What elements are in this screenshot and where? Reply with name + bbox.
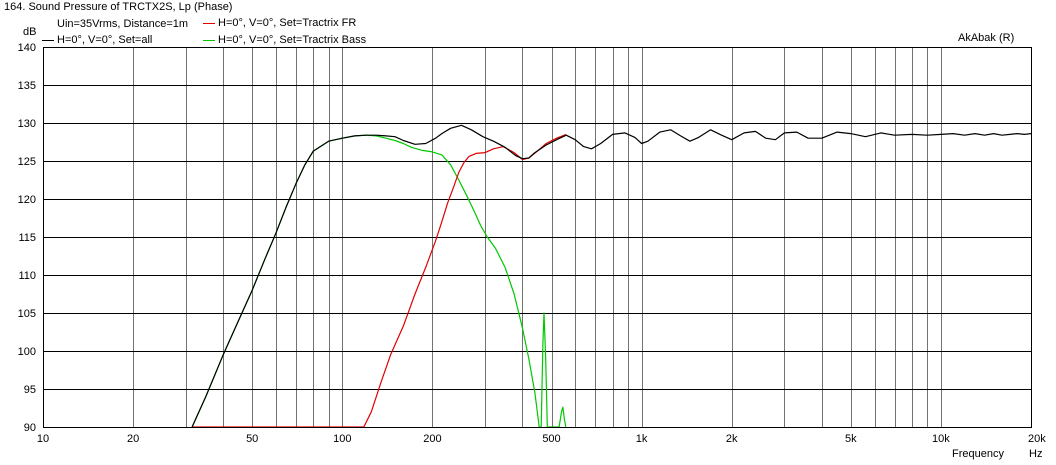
y-tick-label: 110 [18, 270, 36, 282]
x-axis-unit-label: Hz [1029, 448, 1043, 460]
y-tick-label: 95 [24, 384, 36, 396]
x-tick-label: 20k [1028, 433, 1046, 445]
y-tick-label: 90 [24, 422, 36, 434]
x-tick-label: 100 [333, 433, 351, 445]
legend-swatch-tractrix-bass [203, 40, 215, 41]
legend-label-tractrix-fr: H=0°, V=0°, Set=Tractrix FR [218, 17, 357, 29]
chart-title: 164. Sound Pressure of TRCTX2S, Lp (Phas… [4, 1, 233, 13]
y-tick-label: 100 [18, 346, 36, 358]
legend-swatch-all [42, 40, 54, 41]
x-tick-label: 2k [726, 433, 738, 445]
legend-label-all: H=0°, V=0°, Set=all [57, 34, 153, 46]
y-tick-label: 105 [18, 308, 36, 320]
x-tick-label: 500 [542, 433, 560, 445]
series-line-all [191, 124, 1031, 427]
y-tick-label: 115 [18, 232, 36, 244]
x-tick-label: 10k [932, 433, 950, 445]
x-tick-label: 50 [246, 433, 258, 445]
x-tick-label: 10 [37, 433, 49, 445]
chart-subtitle: Uin=35Vrms, Distance=1m [57, 18, 189, 30]
series-line-tractrix-bass [191, 134, 567, 427]
legend-label-tractrix-bass: H=0°, V=0°, Set=Tractrix Bass [218, 34, 367, 46]
x-tick-label: 200 [423, 433, 441, 445]
y-tick-label: 120 [18, 194, 36, 206]
plot-frame [43, 47, 1032, 428]
x-tick-label: 5k [845, 433, 857, 445]
y-tick-label: 130 [18, 118, 36, 130]
x-axis-label: Frequency [952, 448, 1004, 460]
y-tick-label: 125 [18, 156, 36, 168]
y-tick-label: 135 [18, 80, 36, 92]
legend-swatch-tractrix-fr [203, 23, 215, 24]
y-axis-unit-label: dB [23, 26, 37, 38]
x-tick-label: 20 [127, 433, 139, 445]
x-tick-label: 1k [636, 433, 648, 445]
y-tick-label: 140 [18, 42, 36, 54]
watermark-label: AkAbak (R) [958, 32, 1015, 44]
